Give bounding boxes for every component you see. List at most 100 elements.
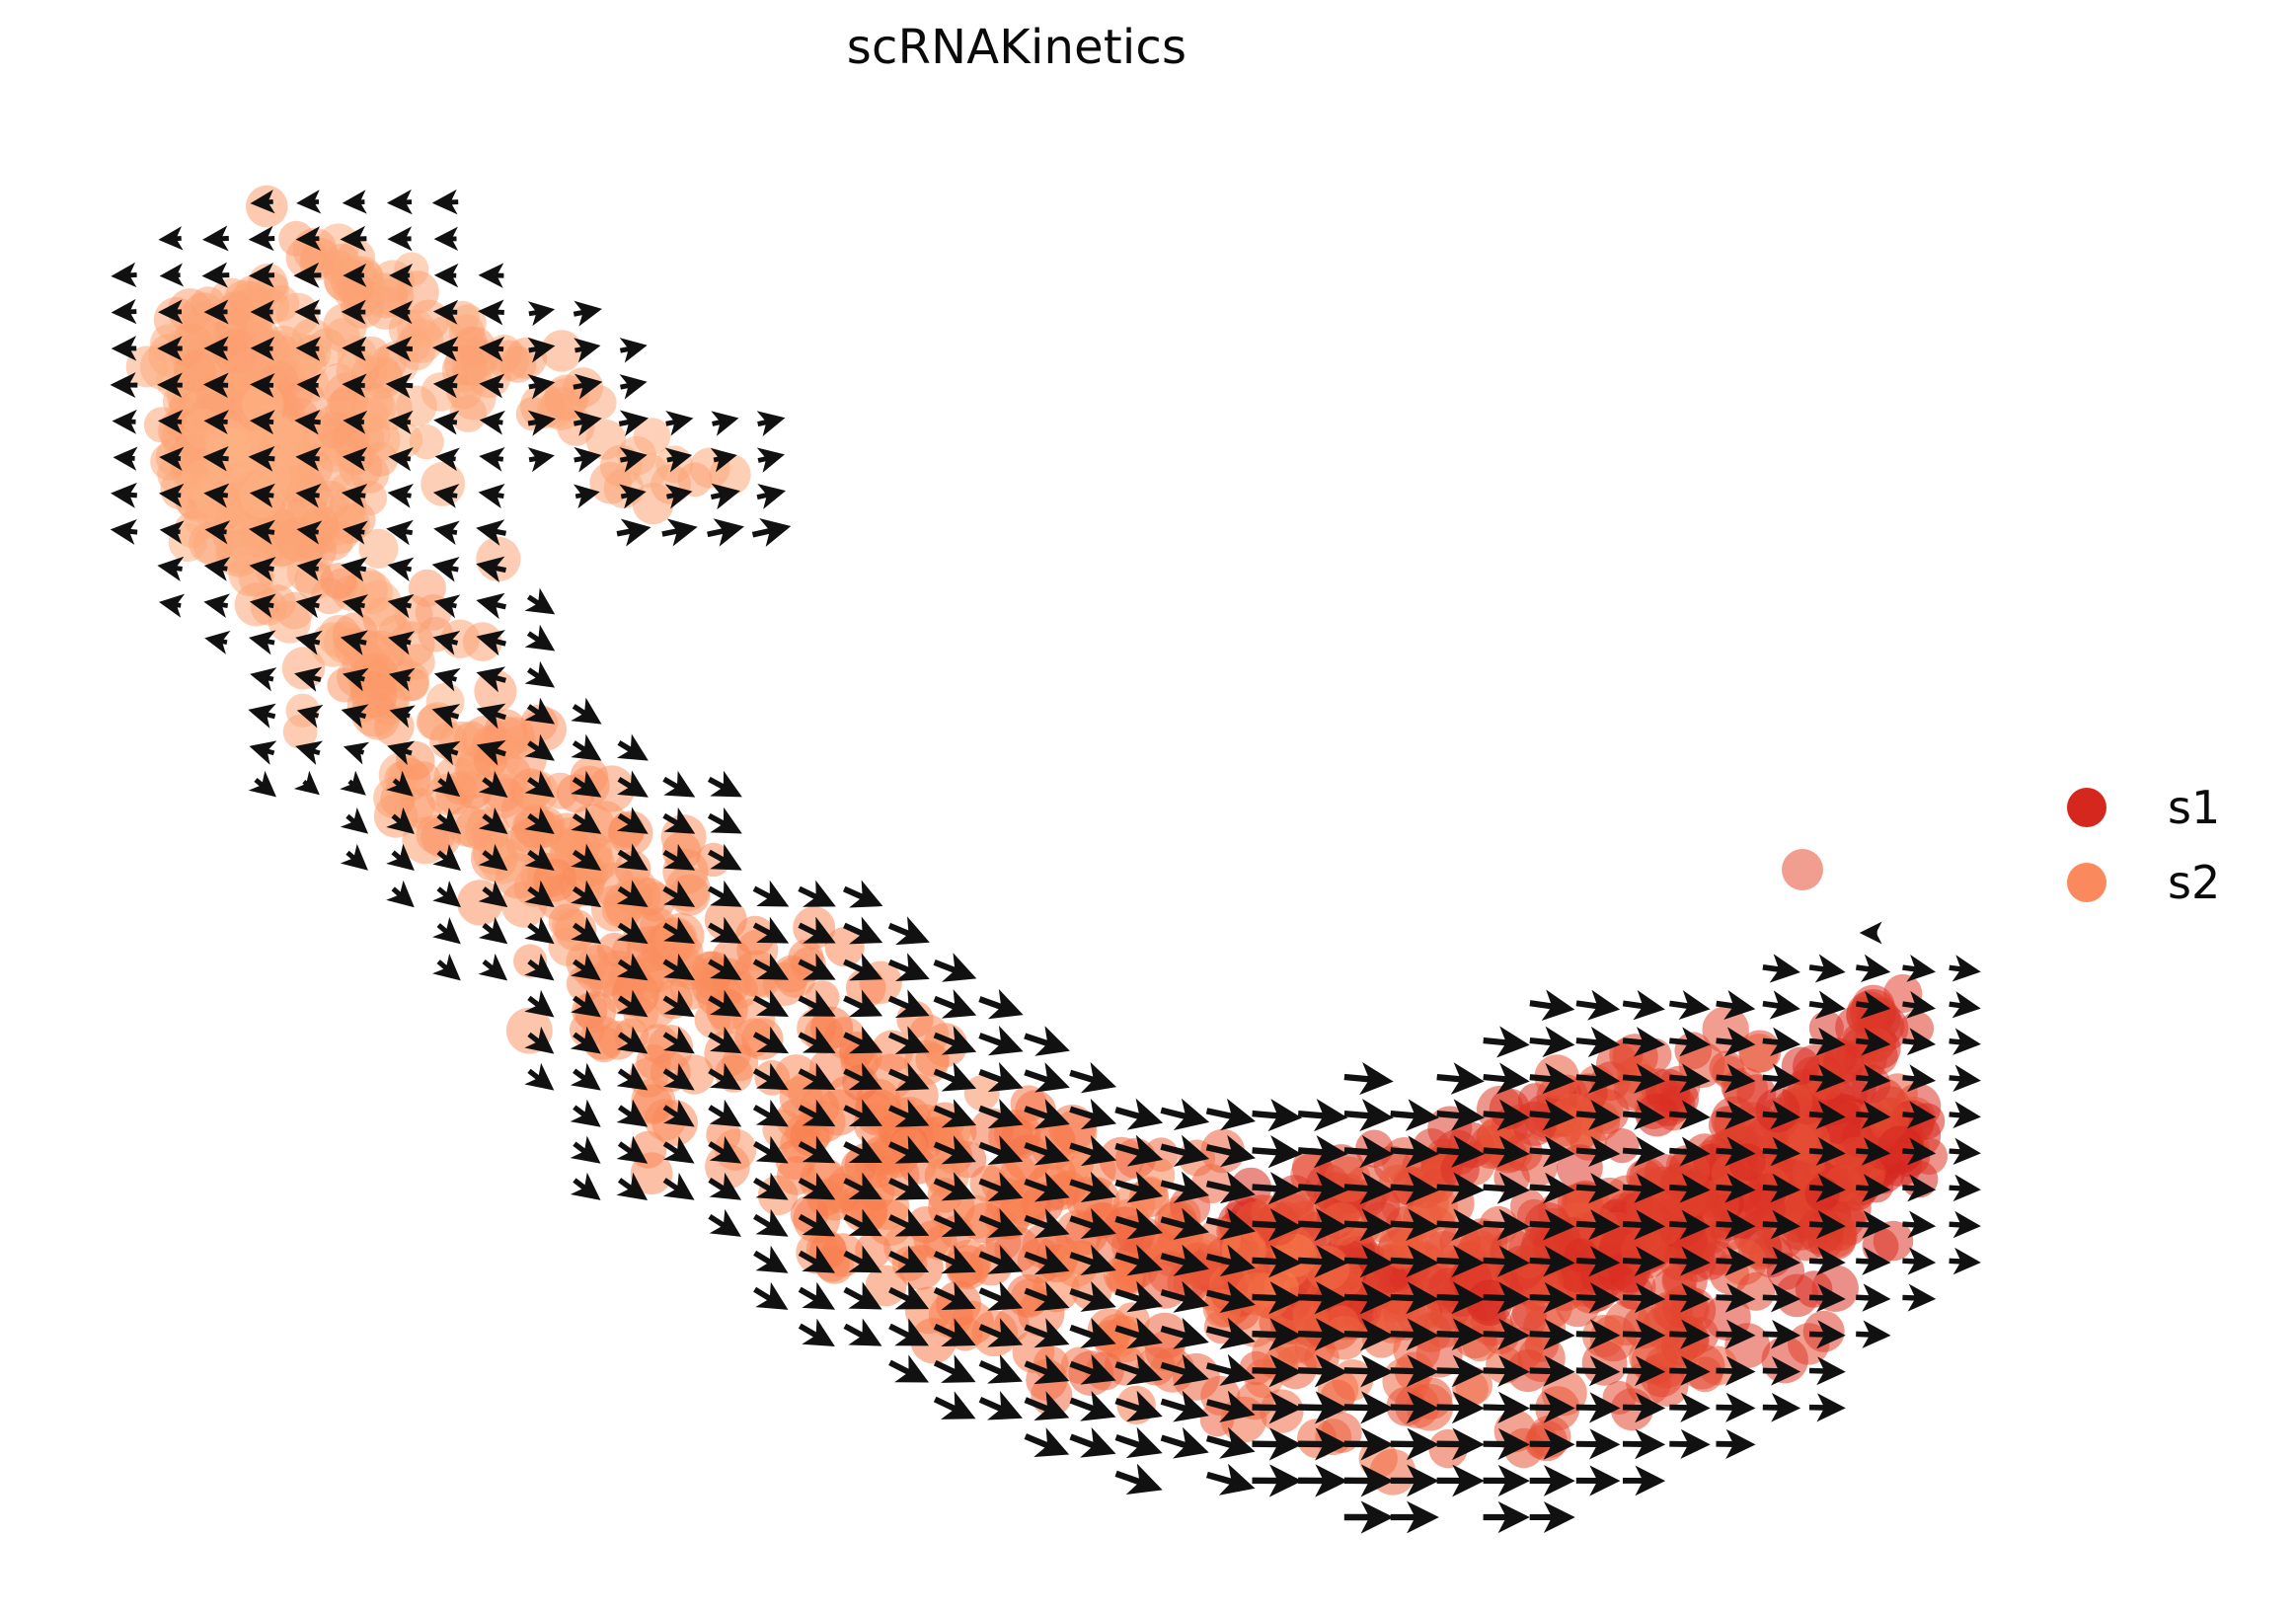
velocity-arrow <box>1622 1428 1666 1460</box>
velocity-arrow <box>1529 1062 1575 1095</box>
velocity-arrow <box>524 806 555 835</box>
velocity-arrow <box>1114 1098 1164 1130</box>
velocity-arrow <box>570 1172 601 1200</box>
velocity-arrow <box>1902 1101 1937 1129</box>
velocity-arrow <box>888 1318 930 1346</box>
velocity-arrow <box>389 705 416 729</box>
velocity-arrow <box>343 410 368 434</box>
velocity-arrow <box>798 1135 836 1164</box>
velocity-arrow <box>1024 1245 1070 1275</box>
velocity-arrow <box>710 483 740 510</box>
velocity-arrow <box>1762 990 1800 1020</box>
velocity-arrow <box>248 703 276 729</box>
velocity-arrow <box>1390 1391 1439 1424</box>
velocity-arrow <box>571 806 602 834</box>
data-point <box>275 516 321 563</box>
velocity-arrow <box>388 447 414 472</box>
velocity-arrow <box>476 556 507 583</box>
velocity-arrow <box>573 484 600 509</box>
legend-item-s1[interactable]: s1 <box>2067 770 2284 845</box>
velocity-arrow <box>1343 1172 1394 1205</box>
velocity-arrow <box>1297 1135 1348 1169</box>
legend[interactable]: s1 s2 <box>2067 770 2284 920</box>
velocity-arrow <box>752 1135 789 1164</box>
data-point <box>1564 1238 1598 1272</box>
data-point <box>1876 1125 1925 1173</box>
velocity-arrow <box>1252 1354 1303 1388</box>
data-point <box>588 765 636 812</box>
velocity-arrow <box>1252 1208 1303 1242</box>
velocity-arrow <box>476 739 506 766</box>
velocity-arrow <box>933 1281 976 1311</box>
velocity-arrow <box>1343 1135 1394 1169</box>
velocity-arrow <box>340 843 368 871</box>
velocity-arrow <box>933 1062 977 1092</box>
velocity-arrow <box>1114 1317 1163 1349</box>
velocity-arrow <box>1575 1282 1621 1314</box>
velocity-arrow <box>1436 1354 1485 1388</box>
velocity-arrow <box>843 1208 882 1237</box>
velocity-arrow <box>478 953 508 981</box>
velocity-arrow <box>662 880 696 907</box>
velocity-arrow <box>571 880 602 908</box>
velocity-arrow <box>798 953 836 980</box>
velocity-arrow <box>756 447 785 473</box>
velocity-arrow <box>1343 1099 1394 1132</box>
velocity-arrow <box>341 557 368 582</box>
data-point <box>310 480 350 520</box>
data-point <box>1804 1176 1840 1212</box>
velocity-arrow <box>524 989 555 1018</box>
velocity-arrow <box>1436 1427 1485 1461</box>
legend-item-s2[interactable]: s2 <box>2067 845 2284 920</box>
velocity-arrow <box>708 880 742 907</box>
velocity-arrow <box>296 557 323 581</box>
velocity-arrow <box>341 483 368 508</box>
velocity-arrow <box>798 1318 835 1346</box>
velocity-arrow <box>798 1062 836 1091</box>
velocity-arrow <box>1024 1391 1070 1421</box>
data-point <box>1755 1088 1800 1133</box>
velocity-arrow <box>1069 1353 1116 1385</box>
velocity-arrow <box>524 660 556 688</box>
data-point <box>1782 849 1823 890</box>
velocity-arrow <box>1206 1463 1256 1496</box>
data-point <box>332 421 370 459</box>
velocity-arrow <box>1575 1392 1621 1423</box>
data-point <box>1728 1143 1766 1182</box>
velocity-arrow <box>1622 1319 1666 1350</box>
velocity-arrow <box>1669 1282 1711 1313</box>
velocity-arrow <box>431 557 460 582</box>
velocity-arrow <box>708 843 742 871</box>
velocity-arrow <box>1716 1428 1756 1459</box>
data-point <box>639 1024 679 1064</box>
velocity-arrow <box>978 1134 1024 1166</box>
data-point <box>632 483 674 525</box>
velocity-arrow <box>1297 1281 1348 1315</box>
velocity-arrow <box>1343 1245 1394 1278</box>
velocity-arrow <box>158 483 185 508</box>
velocity-arrow <box>1436 1099 1485 1131</box>
velocity-arrow <box>476 666 506 693</box>
velocity-arrow <box>1669 1209 1711 1240</box>
velocity-arrow <box>887 1062 930 1091</box>
velocity-arrow <box>1160 1317 1209 1349</box>
data-point <box>1369 1448 1416 1496</box>
velocity-arrow <box>1483 1099 1530 1131</box>
velocity-arrow <box>1808 1247 1846 1276</box>
velocity-arrow <box>1856 1174 1891 1202</box>
velocity-arrow <box>1069 1426 1116 1458</box>
velocity-arrow <box>1575 1319 1621 1350</box>
velocity-arrow <box>1716 1136 1756 1167</box>
velocity-arrow <box>1436 1281 1485 1315</box>
velocity-arrow <box>933 1026 977 1055</box>
data-point <box>1260 1389 1304 1433</box>
velocity-arrow <box>1069 1061 1117 1094</box>
velocity-arrow <box>1808 1283 1846 1313</box>
velocity-arrow <box>798 1026 836 1053</box>
velocity-arrow <box>1575 1428 1621 1460</box>
velocity-arrow <box>248 225 275 252</box>
velocity-arrow <box>1856 1137 1891 1166</box>
velocity-arrow <box>527 373 556 400</box>
velocity-arrow <box>1252 1391 1303 1424</box>
